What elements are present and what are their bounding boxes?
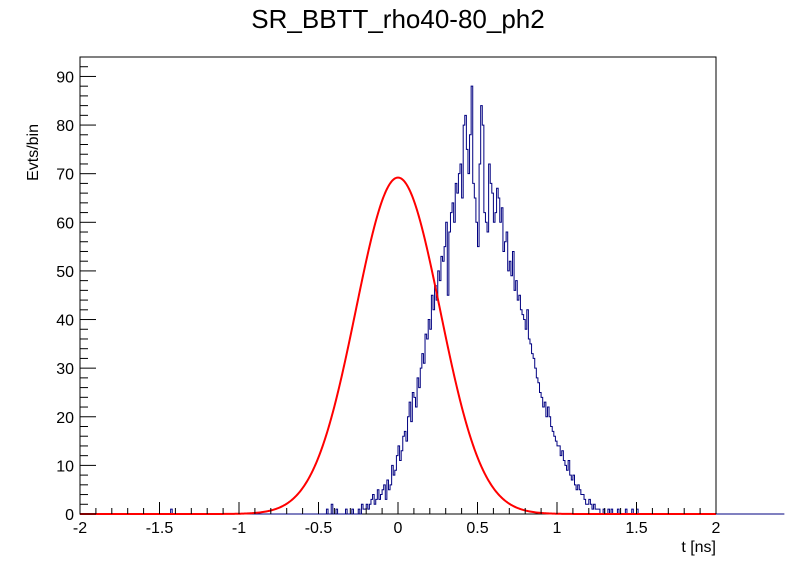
x-tick-label: -2 [73, 520, 87, 537]
y-axis: 0 10 20 30 40 50 60 70 80 90 [56, 56, 96, 524]
y-tick-label: 60 [56, 215, 74, 232]
y-tick-label: 10 [56, 458, 74, 475]
y-tick-label: 30 [56, 361, 74, 378]
chart-title: SR_BBTT_rho40-80_ph2 [251, 4, 545, 34]
histogram-layer [80, 85, 785, 515]
x-tick-label: -1.5 [146, 520, 174, 537]
y-tick-label: 50 [56, 264, 74, 281]
x-tick-label: -1 [232, 520, 246, 537]
x-axis-label: t [ns] [681, 539, 716, 556]
x-axis: -2 -1.5 -1 -0.5 0 0.5 1 1.5 2 [73, 502, 721, 537]
y-tick-label: 90 [56, 69, 74, 86]
x-tick-label: 0 [394, 520, 403, 537]
y-axis-label: Evts/bin [25, 124, 42, 181]
x-tick-label: 1.5 [625, 520, 647, 537]
x-tick-label: 0.5 [466, 520, 488, 537]
y-tick-label: 20 [56, 410, 74, 427]
fit-layer [80, 176, 716, 515]
y-tick-label: 70 [56, 167, 74, 184]
x-tick-label: 1 [553, 520, 562, 537]
histogram-series [80, 85, 785, 515]
x-tick-label: -0.5 [305, 520, 333, 537]
fit-curve [80, 176, 716, 515]
y-tick-label: 0 [65, 507, 74, 524]
x-tick-label: 2 [712, 520, 721, 537]
y-tick-label: 40 [56, 313, 74, 330]
y-tick-label: 80 [56, 118, 74, 135]
